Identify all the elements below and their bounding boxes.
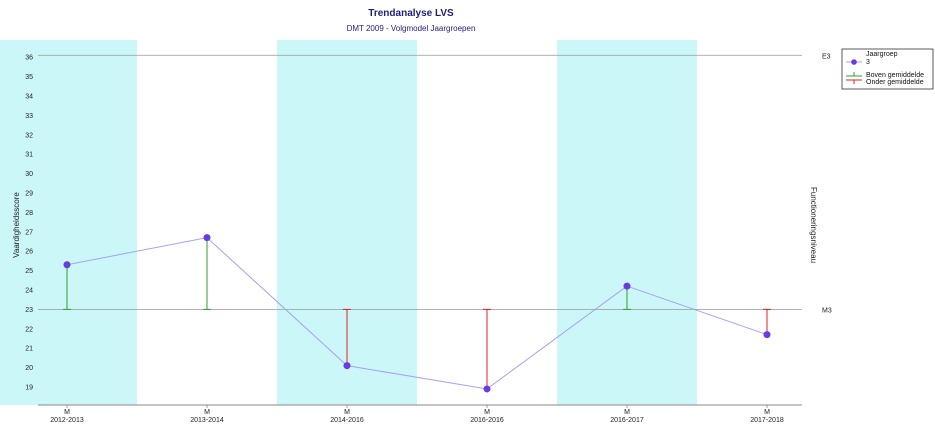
y-tick-label: 21	[25, 346, 33, 353]
legend-below-label: Onder gemiddelde	[866, 79, 924, 86]
y-tick-label: 31	[25, 152, 33, 159]
y-tick-label: 19	[25, 385, 33, 392]
x-tick-year: 2016-2016	[470, 417, 504, 424]
y-axis-ticks: 19 20 21 22 23 24 25 26 27 28 29 30 31 32 33 34 35 36	[25, 55, 33, 392]
shade-band	[557, 40, 697, 405]
x-tick-period: M	[204, 409, 210, 416]
legend-series-marker	[851, 59, 857, 65]
x-tick-year: 2014-2016	[330, 417, 364, 424]
x-tick-year: 2017-2018	[750, 417, 784, 424]
reference-lines: E3 M3	[38, 53, 832, 314]
y-tick-label: 33	[25, 113, 33, 120]
x-tick-year: 2013-2014	[190, 417, 224, 424]
y-tick-label: 28	[25, 210, 33, 217]
y-tick-label: 35	[25, 74, 33, 81]
y-tick-label: 34	[25, 94, 33, 101]
legend-box	[841, 48, 934, 90]
y-tick-label: 26	[25, 249, 33, 256]
data-point	[63, 261, 71, 269]
x-tick-year: 2012-2013	[50, 417, 84, 424]
series-line	[66, 237, 768, 390]
y-tick-label: 20	[25, 365, 33, 372]
shaded-bands	[0, 40, 697, 405]
chart-title: Trendanalyse LVS	[368, 8, 454, 19]
reference-label: M3	[822, 307, 832, 314]
y-tick-label: 29	[25, 191, 33, 198]
legend-title: Jaargroep	[866, 51, 898, 58]
y-tick-label: 36	[25, 55, 33, 62]
chart-subtitle: DMT 2009 - Volgmodel Jaargroepen	[347, 24, 476, 33]
data-point	[623, 282, 631, 290]
data-point	[343, 362, 351, 370]
y-tick-label: 23	[25, 307, 33, 314]
y-tick-label: 25	[25, 268, 33, 275]
deviation-stems	[63, 237, 771, 389]
x-tick-year: 2016-2017	[610, 417, 644, 424]
reference-label: E3	[822, 53, 831, 60]
shade-band	[0, 40, 137, 405]
series-polyline	[66, 237, 768, 390]
x-tick-period: M	[344, 409, 350, 416]
x-tick-period: M	[624, 409, 630, 416]
x-tick-period: M	[484, 409, 490, 416]
y-tick-label: 32	[25, 132, 33, 139]
x-tick-period: M	[64, 409, 70, 416]
legend-series-name: 3	[866, 59, 870, 66]
right-axis-label: Functioneringsniveau	[809, 187, 818, 263]
data-point	[483, 385, 491, 393]
x-axis-ticks: M2012-2013M2013-2014M2014-2016M2016-2016…	[50, 405, 784, 424]
legend: Jaargroep 3 Boven gemiddelde Onder gemid…	[841, 48, 934, 90]
y-tick-label: 27	[25, 229, 33, 236]
y-tick-label: 30	[25, 171, 33, 178]
y-tick-label: 22	[25, 326, 33, 333]
y-tick-label: 24	[25, 288, 33, 295]
legend-above-label: Boven gemiddelde	[866, 72, 924, 79]
data-point	[203, 234, 211, 242]
x-tick-period: M	[764, 409, 770, 416]
data-point	[763, 331, 771, 339]
y-axis-label: Vaardigheidsscore	[12, 192, 21, 258]
series-markers	[63, 234, 771, 393]
